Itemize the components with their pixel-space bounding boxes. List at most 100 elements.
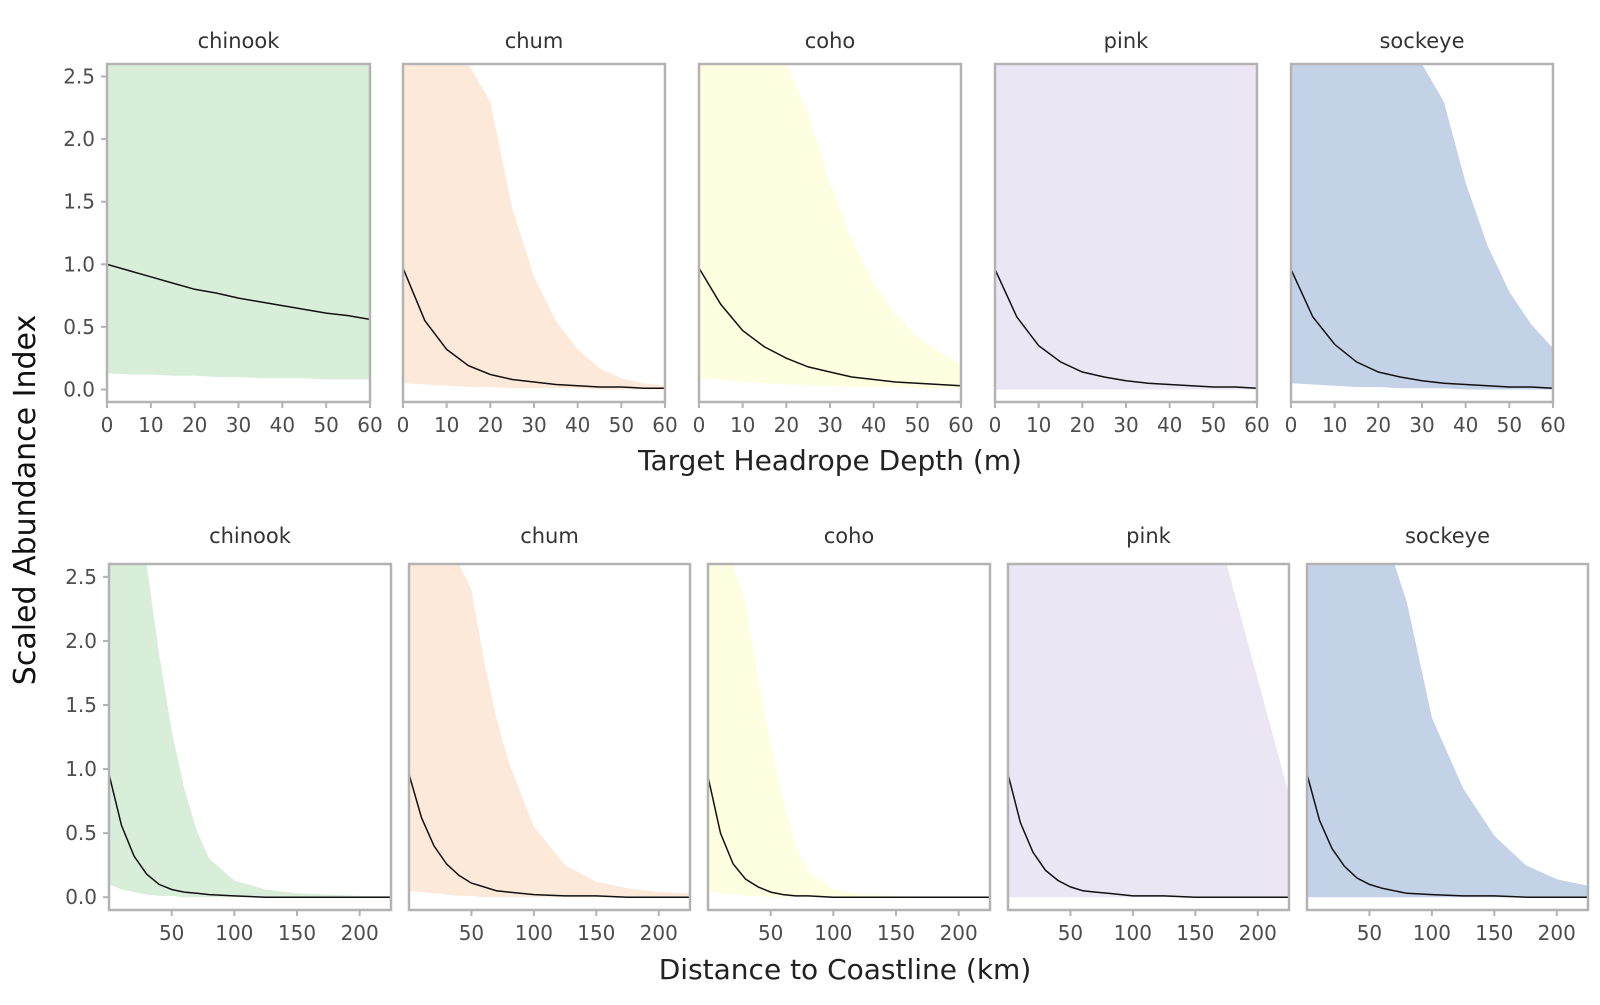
y-tick-label: 2.5 [65,565,97,589]
x-tick-label: 50 [905,413,930,437]
fitted-line-sockeye [1307,774,1588,898]
x-tick-label: 200 [341,921,379,945]
fitted-line-coho [708,776,990,898]
fitted-line-pink [995,268,1257,389]
y-tick-label: 0.5 [63,315,95,339]
y-axis-row-2: 0.0 0.5 1.0 1.5 2.0 2.5 [65,565,109,909]
panel-coho-row-1: coho 0 10 20 30 40 50 60 [693,29,974,437]
fitted-line-pink [1008,774,1289,898]
x-axis-title-row-2: Distance to Coastline (km) [659,953,1032,986]
x-tick-label: 100 [515,921,553,945]
x-tick-label: 20 [182,413,207,437]
panel-border [1006,562,1291,912]
x-tick-label: 200 [1538,921,1576,945]
y-tick-label: 1.0 [65,757,97,781]
confidence-ribbon-sockeye [1307,564,1588,898]
y-tick-label: 2.0 [65,629,97,653]
x-tick-label: 60 [1540,413,1565,437]
x-tick-label: 0 [397,413,410,437]
x-tick-label: 60 [652,413,677,437]
x-tick-label: 100 [1413,921,1451,945]
x-tick-label: 50 [1357,921,1382,945]
strip-label-sockeye: sockeye [1379,29,1464,53]
panel-border [407,562,692,912]
x-tick-label: 10 [1026,413,1051,437]
panel-chinook-row-1: chinook 0 10 20 30 40 50 60 [101,29,383,437]
panel-border [107,562,393,912]
panel-chum-row-2: chum 50 100 150 200 [407,524,692,945]
confidence-ribbon-coho [708,564,990,898]
x-tick-label: 50 [609,413,634,437]
fitted-line-chinook [107,263,370,321]
x-axis-title-row-1: Target Headrope Depth (m) [637,444,1022,477]
confidence-ribbon-chinook [109,564,391,898]
x-tick-label: 150 [1475,921,1513,945]
x-tick-label: 100 [814,921,852,945]
x-tick-label: 40 [1157,413,1182,437]
x-tick-label: 20 [478,413,503,437]
x-tick-label: 60 [357,413,382,437]
x-tick-label: 10 [730,413,755,437]
y-tick-label: 0.0 [65,885,97,909]
strip-label-coho: coho [824,524,875,548]
confidence-ribbon-chinook [107,64,370,380]
x-tick-label: 20 [1366,413,1391,437]
y-axis-title: Scaled Abundance Index [8,315,43,685]
y-tick-label: 1.0 [63,252,95,276]
confidence-ribbon-chum [403,64,665,390]
strip-label-coho: coho [805,29,856,53]
confidence-ribbon-coho [699,64,961,389]
x-tick-label: 20 [1070,413,1095,437]
x-tick-label: 0 [693,413,706,437]
x-tick-label: 60 [1244,413,1269,437]
x-tick-label: 10 [1322,413,1347,437]
y-tick-label: 0.5 [65,821,97,845]
y-tick-label: 1.5 [65,693,97,717]
x-tick-label: 200 [940,921,978,945]
y-tick-label: 0.0 [63,377,95,401]
x-tick-label: 100 [215,921,253,945]
strip-label-chum: chum [520,524,579,548]
confidence-ribbon-pink [995,64,1257,390]
strip-label-chinook: chinook [209,524,292,548]
x-tick-label: 50 [313,413,338,437]
x-tick-label: 150 [577,921,615,945]
x-tick-label: 30 [1113,413,1138,437]
panel-sockeye-row-2: sockeye 50 100 150 200 [1305,524,1590,945]
x-tick-label: 60 [948,413,973,437]
strip-label-pink: pink [1126,524,1171,548]
panel-coho-row-2: coho 50 100 150 200 [706,524,992,945]
x-tick-label: 0 [101,413,114,437]
confidence-ribbon-pink [1008,564,1289,898]
x-tick-label: 0 [989,413,1002,437]
x-tick-label: 50 [1201,413,1226,437]
x-tick-label: 0 [1285,413,1298,437]
x-tick-label: 40 [270,413,295,437]
x-tick-label: 100 [1114,921,1152,945]
x-tick-label: 200 [640,921,678,945]
x-tick-label: 40 [1453,413,1478,437]
x-tick-label: 150 [877,921,915,945]
panel-chinook-row-2: chinook 50 100 150 200 [107,524,393,945]
y-tick-label: 2.5 [63,65,95,89]
confidence-ribbon-chum [409,564,690,898]
x-tick-label: 30 [226,413,251,437]
x-tick-label: 50 [758,921,783,945]
x-tick-label: 50 [1497,413,1522,437]
panel-sockeye-row-1: sockeye 0 10 20 30 40 50 60 [1285,29,1566,437]
x-tick-label: 50 [1058,921,1083,945]
x-tick-label: 10 [138,413,163,437]
panel-chum-row-1: chum 0 10 20 30 40 50 60 [397,29,678,437]
fitted-line-chum [409,773,690,898]
x-tick-label: 30 [521,413,546,437]
x-tick-label: 40 [861,413,886,437]
x-tick-label: 50 [459,921,484,945]
x-tick-label: 10 [434,413,459,437]
strip-label-chinook: chinook [198,29,281,53]
y-tick-label: 2.0 [63,127,95,151]
x-tick-label: 20 [774,413,799,437]
x-tick-label: 40 [565,413,590,437]
x-tick-label: 30 [817,413,842,437]
fitted-line-chum [403,267,665,389]
